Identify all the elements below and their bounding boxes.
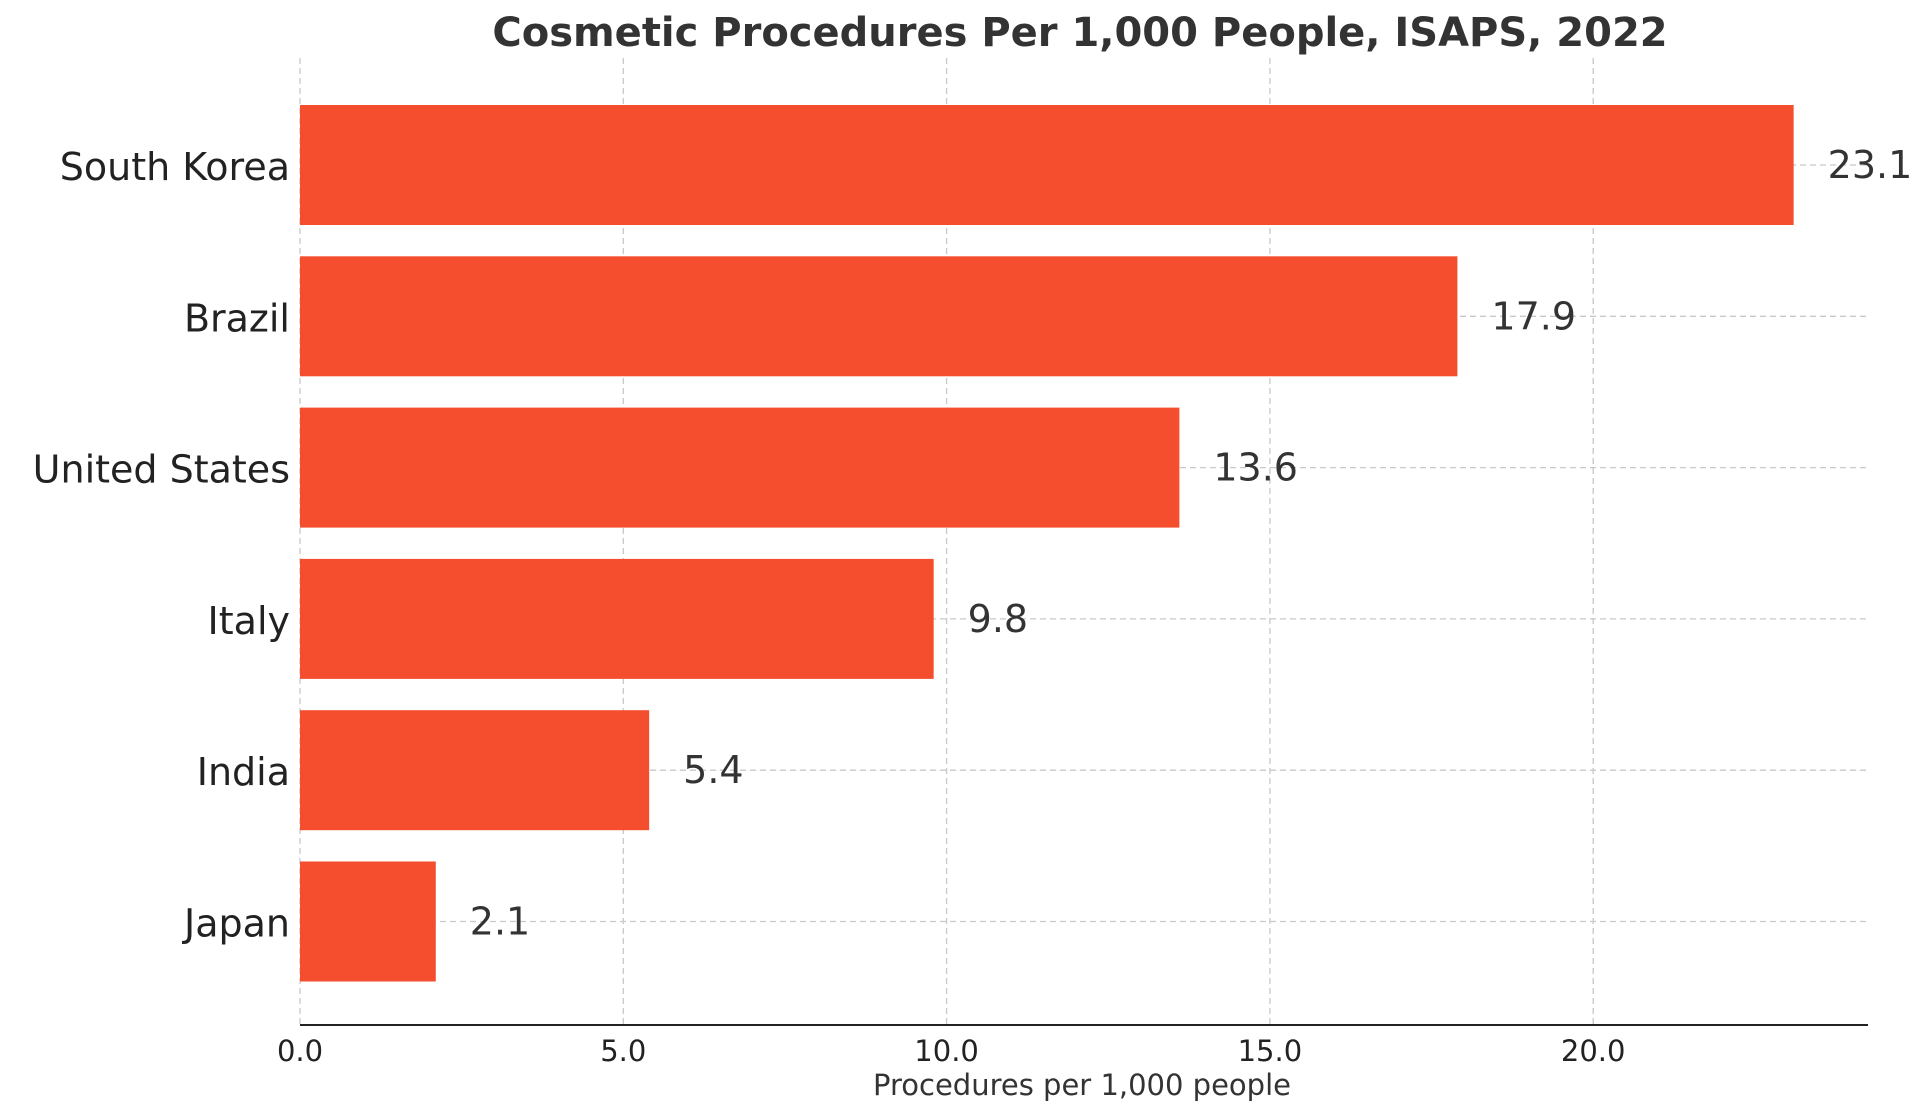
x-tick-label-2: 10.0 [914, 1034, 979, 1068]
category-label-4: India [197, 750, 290, 794]
category-label-1: Brazil [184, 296, 290, 340]
x-tick-label-4: 20.0 [1561, 1034, 1626, 1068]
chart-title: Cosmetic Procedures Per 1,000 People, IS… [492, 10, 1667, 56]
category-label-2: United States [33, 448, 290, 492]
x-tick-label-0: 0.0 [277, 1034, 323, 1068]
x-tick-label-1: 5.0 [600, 1034, 646, 1068]
bar-1 [300, 256, 1458, 377]
bars [300, 105, 1794, 982]
category-label-3: Italy [208, 599, 290, 643]
value-label-4: 5.4 [683, 748, 743, 792]
bar-5 [300, 861, 436, 982]
x-tick-label-3: 15.0 [1238, 1034, 1303, 1068]
value-label-5: 2.1 [470, 900, 530, 944]
value-label-3: 9.8 [968, 597, 1028, 641]
value-label-0: 23.1 [1828, 143, 1913, 187]
bar-2 [300, 407, 1180, 528]
value-labels: 23.1 17.9 13.6 9.8 5.4 2.1 [470, 143, 1912, 944]
x-axis-label: Procedures per 1,000 people [873, 1068, 1291, 1102]
bar-4 [300, 710, 650, 831]
x-tick-labels: 0.0 5.0 10.0 15.0 20.0 [277, 1034, 1626, 1068]
category-labels: South Korea Brazil United States Italy India… [33, 145, 290, 946]
value-label-1: 17.9 [1491, 294, 1576, 338]
value-label-2: 13.6 [1213, 446, 1298, 490]
bar-3 [300, 558, 934, 679]
category-label-5: Japan [182, 902, 290, 946]
bar-0 [300, 105, 1794, 225]
category-label-0: South Korea [60, 145, 290, 189]
